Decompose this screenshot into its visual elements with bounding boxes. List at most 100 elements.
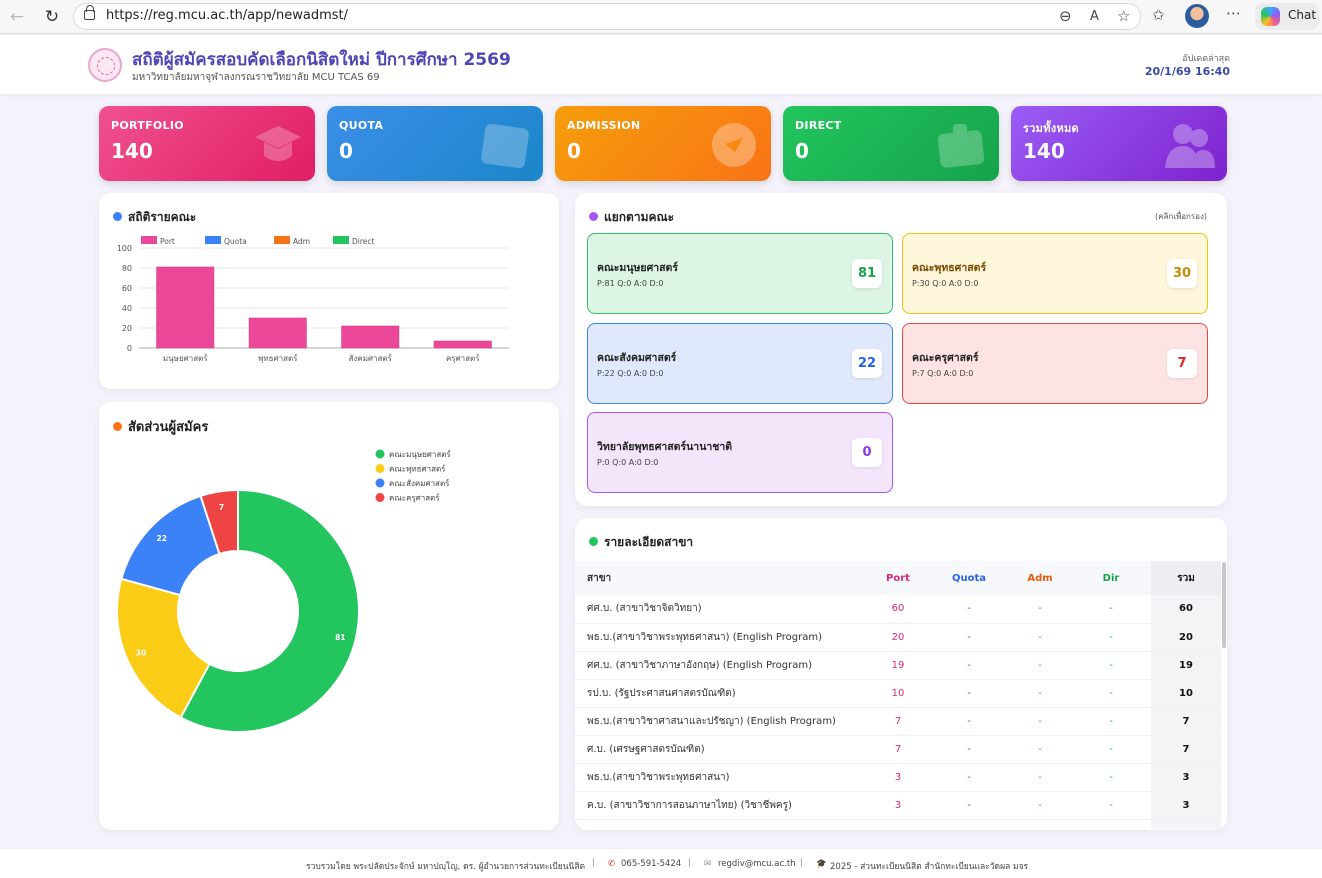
- legend-label[interactable]: คณะพุทธศาสตร์: [389, 464, 446, 474]
- legend-swatch-direct[interactable]: [333, 236, 349, 244]
- card-label: QUOTA: [339, 119, 384, 132]
- phone-icon: ✆: [608, 859, 616, 869]
- donut-slice[interactable]: [199, 488, 239, 556]
- table-scrollbar[interactable]: [1222, 562, 1226, 648]
- faculty-card-education[interactable]: คณะครุศาสตร์ P:7 Q:0 A:0 D:0 7: [902, 323, 1208, 404]
- branch-name-cell: ศศ.บ. (สาขาวิชาภาษาอังกฤษ) (English Prog…: [575, 651, 867, 680]
- total-cell: 10: [1151, 679, 1221, 708]
- donut-slice[interactable]: [116, 577, 211, 719]
- favorite-star-icon[interactable]: ☆: [1117, 7, 1131, 25]
- faculty-bar-chart[interactable]: Port Quota Adm Direct 0 20 40 60 80 100 มนุษยศาสตร…: [99, 193, 559, 389]
- legend-swatch-quota[interactable]: [205, 236, 221, 244]
- bar-port[interactable]: [248, 317, 307, 349]
- compass-icon: [712, 123, 756, 167]
- faculty-stats: P:81 Q:0 A:0 D:0: [597, 279, 664, 288]
- faculty-card-international-college[interactable]: วิทยาลัยพุทธศาสตร์นานาชาติ P:0 Q:0 A:0 D…: [587, 412, 893, 493]
- legend-label[interactable]: คณะสังคมศาสตร์: [389, 478, 450, 488]
- legend-label[interactable]: คณะครุศาสตร์: [389, 493, 440, 503]
- table-row[interactable]: พธ.บ.(สาขาวิชาศาสนาและปรัชญา) (English P…: [575, 707, 1221, 736]
- favorites-icon[interactable]: ✩: [1152, 6, 1165, 24]
- legend-swatch[interactable]: [375, 493, 385, 502]
- quota-cell: -: [929, 819, 1009, 829]
- faculty-stats-header: สถิติรายคณะ: [113, 208, 196, 227]
- copilot-chat-button[interactable]: Chat: [1255, 3, 1319, 30]
- table-row[interactable]: พธ.บ.(สาขาวิชาพระพุทธศาสนา) (English Pro…: [575, 623, 1221, 652]
- footer-email[interactable]: regdiv@mcu.ac.th: [718, 859, 796, 869]
- chat-label: Chat: [1288, 8, 1317, 22]
- legend-swatch-adm[interactable]: [274, 236, 290, 244]
- table-row[interactable]: รป.บ. (รัฐประศาสนศาสตรบัณฑิต) 10- - -10: [575, 679, 1221, 708]
- legend-swatch[interactable]: [375, 478, 385, 488]
- legend-label[interactable]: Direct: [352, 237, 375, 246]
- footer-phone[interactable]: 065-591-5424: [621, 859, 682, 869]
- page-title: สถิติผู้สมัครสอบคัดเลือกนิสิตใหม่ ปีการศ…: [132, 50, 511, 70]
- col-adm: Adm: [1009, 561, 1071, 595]
- port-cell: 7: [867, 735, 929, 764]
- dir-cell: -: [1071, 595, 1151, 624]
- legend-label[interactable]: Quota: [224, 237, 247, 246]
- quota-cell: -: [929, 763, 1009, 792]
- branch-title: รายละเอียดสาขา: [604, 535, 694, 549]
- table-row[interactable]: 2---2: [575, 819, 1221, 829]
- donut-slice[interactable]: [179, 488, 360, 733]
- branch-name-cell: พธ.บ.(สาขาวิชาพระพุทธศาสนา): [575, 763, 867, 792]
- total-cell: 3: [1151, 763, 1221, 792]
- faculty-count: 7: [1167, 349, 1197, 378]
- faculty-stats: P:7 Q:0 A:0 D:0: [912, 369, 974, 378]
- ratio-header: สัดส่วนผู้สมัคร: [113, 416, 208, 437]
- page-header: สถิติผู้สมัครสอบคัดเลือกนิสิตใหม่ ปีการศ…: [0, 35, 1322, 94]
- table-row[interactable]: ศศ.บ. (สาขาวิชาจิตวิทยา) 60- - -60: [575, 595, 1221, 624]
- address-bar[interactable]: https://reg.mcu.ac.th/app/newadmst/ ⊖ A …: [73, 3, 1141, 30]
- port-cell: 7: [867, 707, 929, 736]
- footer-separator: |: [592, 858, 596, 868]
- faculty-name: คณะครุศาสตร์: [912, 352, 979, 364]
- faculty-count: 81: [852, 259, 882, 288]
- card-direct[interactable]: DIRECT 0: [783, 106, 999, 181]
- bar-port[interactable]: [341, 325, 400, 349]
- updated-label: อัปเดตล่าสุด: [1182, 54, 1230, 64]
- legend-label[interactable]: Adm: [293, 237, 310, 246]
- read-aloud-icon[interactable]: A: [1090, 9, 1099, 24]
- card-portfolio[interactable]: PORTFOLIO 140: [99, 106, 315, 181]
- quota-cell: -: [929, 735, 1009, 764]
- faculty-stats-panel: สถิติรายคณะ Port Quota Adm Direct 0 20 40 60 80 1…: [99, 193, 559, 389]
- legend-swatch-port[interactable]: [141, 236, 157, 244]
- lock-icon: [84, 5, 95, 20]
- dir-cell: -: [1071, 651, 1151, 680]
- graduation-cap-icon: 🎓: [816, 859, 827, 869]
- card-label: ADMISSION: [567, 119, 641, 132]
- bar-port[interactable]: [156, 266, 215, 349]
- table-row[interactable]: ค.บ. (สาขาวิชาการสอนภาษาไทย) (วิชาชีพครู…: [575, 791, 1221, 820]
- branch-table-scroll[interactable]: สาขา Port Quota Adm Dir รวม ศศ.บ. (สาขาว…: [575, 561, 1223, 829]
- table-row[interactable]: ศศ.บ. (สาขาวิชาภาษาอังกฤษ) (English Prog…: [575, 651, 1221, 680]
- card-value: 140: [111, 139, 153, 163]
- table-row[interactable]: พธ.บ.(สาขาวิชาพระพุทธศาสนา) 3- - -3: [575, 763, 1221, 792]
- faculty-card-buddhism[interactable]: คณะพุทธศาสตร์ P:30 Q:0 A:0 D:0 30: [902, 233, 1208, 314]
- faculty-card-humanities[interactable]: คณะมนุษยศาสตร์ P:81 Q:0 A:0 D:0 81: [587, 233, 893, 314]
- card-quota[interactable]: QUOTA 0: [327, 106, 543, 181]
- more-menu-icon[interactable]: ⋯: [1226, 4, 1241, 22]
- legend-label[interactable]: คณะมนุษยศาสตร์: [389, 449, 451, 459]
- legend-swatch[interactable]: [375, 449, 385, 459]
- filter-hint: (คลิกเพื่อกรอง): [1154, 212, 1207, 221]
- card-value: 140: [1023, 139, 1065, 163]
- card-label: PORTFOLIO: [111, 119, 184, 132]
- email-icon: ✉: [704, 859, 712, 869]
- profile-avatar[interactable]: [1185, 4, 1209, 28]
- refresh-icon[interactable]: ↻: [44, 7, 60, 27]
- faculty-card-social-sciences[interactable]: คณะสังคมศาสตร์ P:22 Q:0 A:0 D:0 22: [587, 323, 893, 404]
- faculty-breakdown-title: แยกตามคณะ: [604, 210, 675, 224]
- legend-label[interactable]: Port: [160, 237, 175, 246]
- card-total[interactable]: รวมทั้งหมด 140: [1011, 106, 1227, 181]
- table-row[interactable]: ศ.บ. (เศรษฐศาสตรบัณฑิต) 7- - -7: [575, 735, 1221, 764]
- card-admission[interactable]: ADMISSION 0: [555, 106, 771, 181]
- faculty-stats: P:30 Q:0 A:0 D:0: [912, 279, 979, 288]
- graduation-cap-icon: [255, 126, 301, 161]
- zoom-icon[interactable]: ⊖: [1059, 7, 1072, 25]
- bar-port[interactable]: [433, 340, 492, 349]
- back-icon[interactable]: ←: [9, 7, 25, 27]
- ratio-donut-chart[interactable]: 81 30 22 7 คณะมนุษยศาสตร์คณะพุทธศาสตร์คณะสัง…: [99, 402, 559, 830]
- branch-name-cell: [575, 819, 867, 829]
- url-text: https://reg.mcu.ac.th/app/newadmst/: [106, 8, 349, 23]
- legend-swatch[interactable]: [375, 464, 385, 473]
